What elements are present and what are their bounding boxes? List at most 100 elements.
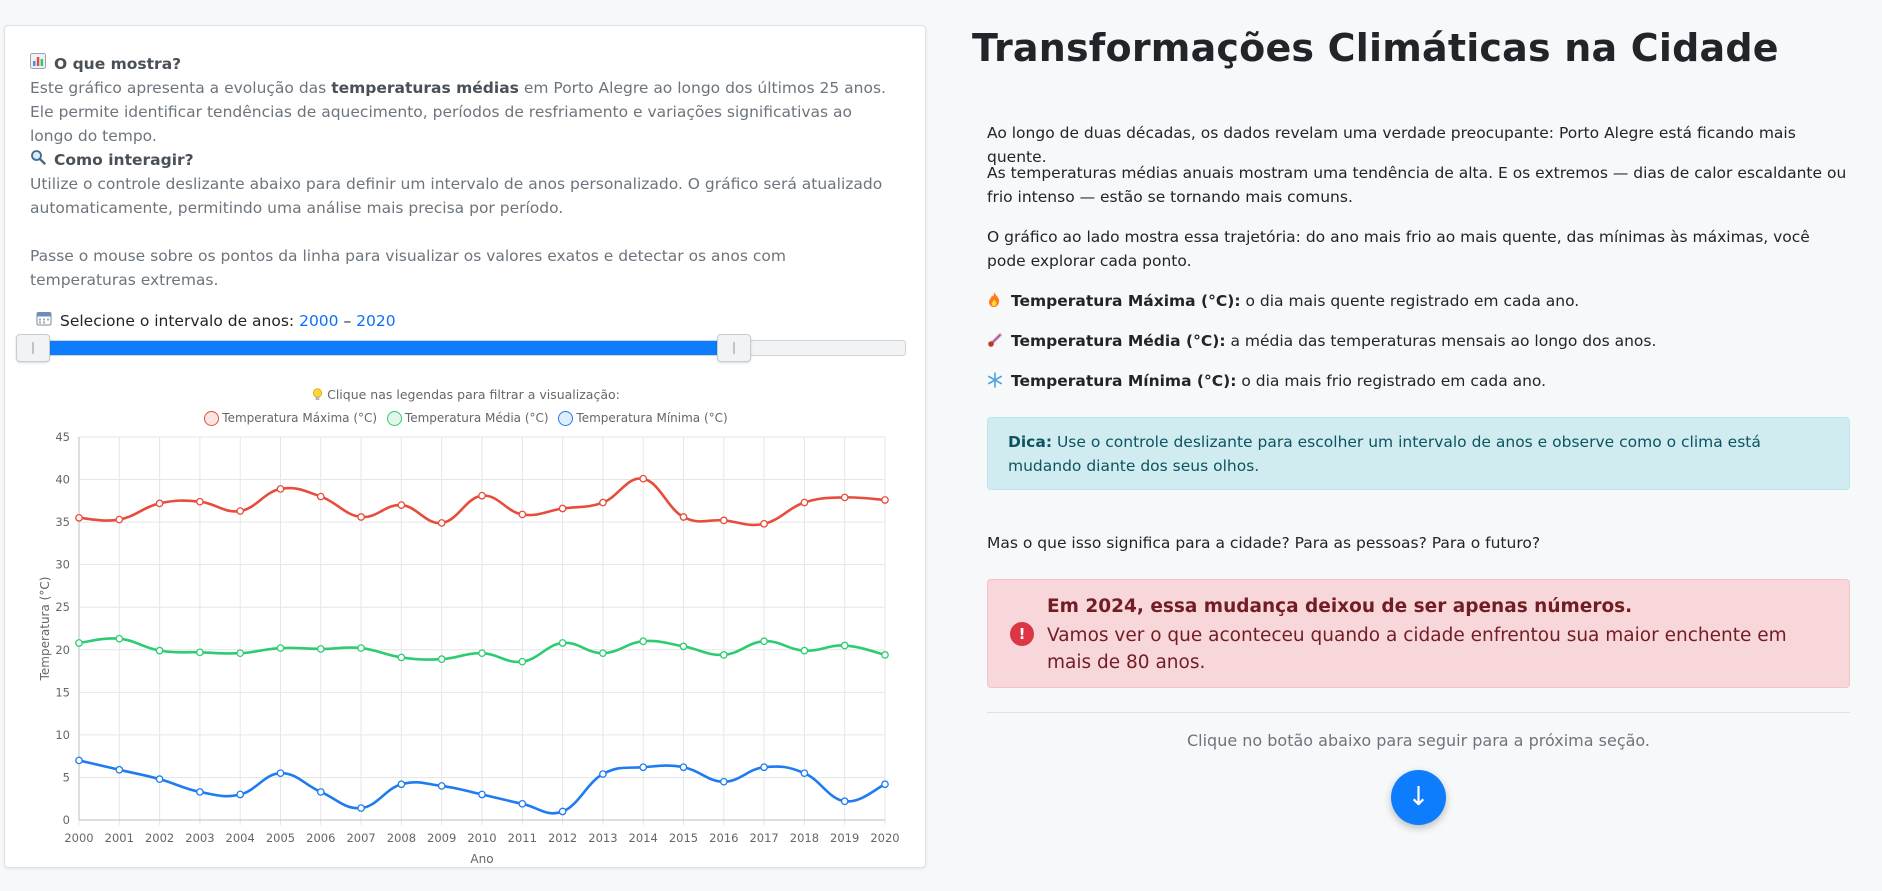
data-point-min <box>881 780 889 789</box>
y-axis-title: Temperatura (°C) <box>38 577 52 682</box>
exclamation-icon: ! <box>1010 622 1034 646</box>
tip-box: Dica: Use o controle deslizante para esc… <box>987 417 1850 490</box>
item-max-temp: Temperatura Máxima (°C): o dia mais quen… <box>987 289 1852 313</box>
what-shows-section: O que mostra? Este gráfico apresenta a e… <box>30 52 890 148</box>
data-point-max <box>196 497 204 506</box>
x-tick-label: 2003 <box>185 831 214 845</box>
slider-range-fill <box>18 341 720 355</box>
alert-body: Vamos ver o que aconteceu quando a cidad… <box>1047 625 1787 673</box>
snowflake-icon <box>987 369 1005 393</box>
x-tick-label: 2013 <box>588 831 617 845</box>
data-point-min <box>196 788 204 796</box>
legend-swatch-mean <box>386 411 402 426</box>
range-end-value: 2020 <box>356 312 396 330</box>
item-mean-temp: Temperatura Média (°C): a média das temp… <box>987 329 1852 353</box>
page-title: Transformações Climáticas na Cidade <box>972 26 1779 70</box>
x-tick-label: 2012 <box>548 831 577 845</box>
data-point-max <box>881 496 889 504</box>
data-point-max <box>155 499 164 508</box>
x-tick-label: 2005 <box>266 831 295 845</box>
data-point-mean <box>518 657 527 666</box>
x-tick-label: 2009 <box>427 831 456 845</box>
slider-end-handle[interactable] <box>717 334 751 362</box>
data-point-min <box>276 769 285 778</box>
tip-text: Use o controle deslizante para escolher … <box>1008 433 1761 475</box>
x-axis-title: Ano <box>470 852 493 866</box>
x-tick-label: 2002 <box>145 831 174 845</box>
x-tick-label: 2020 <box>870 831 899 845</box>
chart-explainer-paragraph: O gráfico ao lado mostra essa trajetória… <box>987 228 1810 270</box>
temperature-line-chart: 0 5 10 15 20 25 30 35 40 45 2000 2001 2002 2003 2004 20… <box>38 430 900 866</box>
data-point-max <box>437 519 446 527</box>
legend-swatch-max <box>204 411 220 426</box>
hover-hint-text: Passe o mouse sobre os pontos da linha p… <box>30 247 786 289</box>
data-point-max <box>558 504 567 513</box>
y-tick-label: 0 <box>63 813 70 827</box>
data-point-max <box>478 491 486 500</box>
x-tick-label: 2016 <box>709 831 738 845</box>
year-range-slider[interactable] <box>16 334 906 362</box>
data-point-mean <box>75 639 83 647</box>
question-paragraph: Mas o que isso significa para a cidade? … <box>987 534 1541 552</box>
data-point-max <box>316 492 325 501</box>
intro-paragraph: Ao longo de duas décadas, os dados revel… <box>987 124 1796 166</box>
bar-chart-icon <box>30 52 48 76</box>
y-tick-label: 20 <box>55 643 70 657</box>
chart-card: O que mostra? Este gráfico apresenta a e… <box>4 25 926 868</box>
data-point-min <box>639 763 648 772</box>
y-tick-label: 40 <box>55 473 70 487</box>
how-interact-section: Como interagir? Utilize o controle desli… <box>30 148 890 292</box>
next-section-button[interactable]: ↓ <box>1391 770 1446 825</box>
data-point-mean <box>800 646 809 655</box>
slider-start-handle[interactable] <box>16 334 50 362</box>
how-interact-heading: Como interagir? <box>54 151 194 169</box>
thermometer-icon <box>987 329 1005 353</box>
what-shows-text: Este gráfico apresenta a evolução das te… <box>30 79 886 145</box>
data-point-mean <box>437 655 446 663</box>
data-point-mean <box>840 641 849 650</box>
data-point-mean <box>478 649 486 658</box>
legend-item-min[interactable]: Temperatura Mínima (°C) <box>558 411 728 426</box>
data-point-min <box>437 782 446 790</box>
magnifier-icon <box>30 148 48 172</box>
range-start-value: 2000 <box>299 312 339 330</box>
data-point-min <box>397 780 406 789</box>
x-tick-label: 2015 <box>669 831 698 845</box>
data-point-max <box>679 513 688 521</box>
data-point-min <box>115 765 124 774</box>
data-point-mean <box>276 644 285 652</box>
x-tick-label: 2018 <box>790 831 819 845</box>
x-tick-label: 2000 <box>64 831 93 845</box>
data-point-min <box>236 790 245 799</box>
data-point-min <box>760 763 768 772</box>
y-tick-label: 45 <box>55 430 70 444</box>
data-point-mean <box>881 651 889 659</box>
tip-label: Dica: <box>1008 433 1053 451</box>
y-tick-label: 30 <box>55 558 70 572</box>
legend-item-max[interactable]: Temperatura Máxima (°C) <box>204 411 377 426</box>
data-point-max <box>518 510 527 519</box>
legend-swatch-min <box>558 411 574 426</box>
data-point-mean <box>115 634 124 643</box>
section-divider <box>987 712 1850 713</box>
x-tick-label: 2006 <box>306 831 335 845</box>
x-tick-label: 2014 <box>629 831 658 845</box>
data-point-min <box>357 804 365 812</box>
y-tick-label: 15 <box>55 685 70 699</box>
legend-item-mean[interactable]: Temperatura Média (°C) <box>386 411 549 426</box>
data-point-max <box>115 515 124 524</box>
data-point-min <box>800 769 809 778</box>
data-point-max <box>276 485 285 493</box>
range-label: Selecione o intervalo de anos: 2000 – 20… <box>36 310 396 330</box>
data-point-mean <box>719 651 728 659</box>
next-section-hint: Clique no botão abaixo para seguir para … <box>1186 731 1651 750</box>
trend-paragraph: As temperaturas médias anuais mostram um… <box>987 164 1847 206</box>
legend-filter-hint: Clique nas legendas para filtrar a visua… <box>5 387 927 402</box>
data-point-min <box>155 775 164 783</box>
data-point-max <box>800 498 809 507</box>
data-point-mean <box>196 648 204 657</box>
data-point-mean <box>357 644 365 652</box>
data-point-min <box>558 807 567 816</box>
data-point-max <box>599 498 607 507</box>
data-point-mean <box>639 637 648 646</box>
